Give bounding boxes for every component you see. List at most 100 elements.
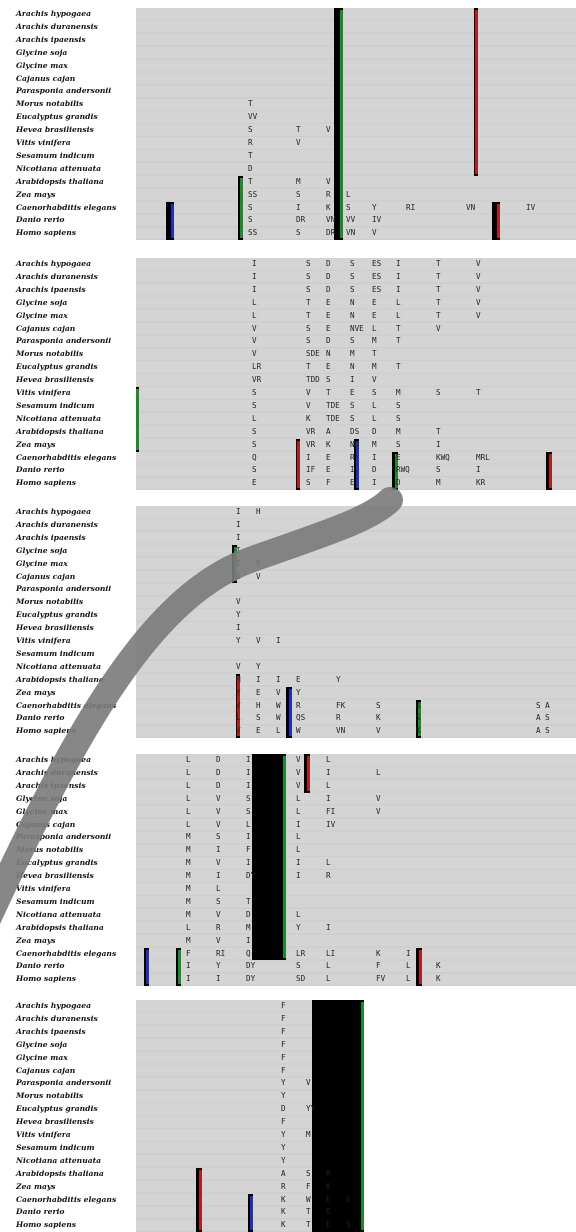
- residue-mark: V: [216, 935, 221, 945]
- residue-mark: L: [396, 297, 401, 307]
- residue-mark: L: [372, 400, 377, 410]
- species-label: Arachis ipaensis: [16, 284, 86, 294]
- residue-mark: I: [372, 452, 377, 462]
- residue-mark: L: [236, 713, 241, 723]
- residue-tint: [136, 389, 139, 450]
- residue-mark: A S: [536, 726, 550, 736]
- species-label: Danio rerio: [16, 1207, 65, 1217]
- residue-mark: T: [436, 284, 441, 294]
- residue-mark: L: [216, 884, 221, 893]
- residue-mark: I: [216, 974, 221, 984]
- residue-mark: V: [296, 755, 301, 764]
- residue-mark: S: [296, 961, 301, 971]
- residue-mark: I: [326, 767, 331, 777]
- residue-mark: DY: [246, 974, 256, 984]
- residue-mark: V: [216, 858, 221, 868]
- residue-mark: V: [376, 726, 381, 736]
- residue-mark: Y: [336, 674, 341, 684]
- species-label: Arabidopsis thaliana: [16, 674, 104, 684]
- residue-mark: FV: [376, 974, 386, 984]
- residue-mark: S: [350, 259, 355, 268]
- conserved-column-band: [166, 201, 174, 241]
- residue-mark: S: [256, 558, 261, 568]
- residue-mark: E: [326, 297, 331, 307]
- residue-mark: T: [306, 1207, 311, 1217]
- residue-mark: E: [326, 362, 331, 372]
- residue-mark: S: [248, 202, 253, 212]
- species-label: Glycine soja: [16, 1039, 68, 1049]
- residue-mark: W: [306, 1194, 311, 1204]
- residue-mark: R: [336, 713, 341, 723]
- residue-tint: [178, 949, 181, 985]
- residue-mark: Q: [246, 948, 251, 958]
- residue-mark: V: [216, 806, 221, 816]
- conserved-column-band: [334, 8, 343, 241]
- residue-mark: S: [306, 478, 311, 488]
- species-label: Morus notabilis: [16, 99, 84, 109]
- species-label: Cajanus cajan: [16, 1065, 76, 1075]
- residue-mark: L: [406, 974, 411, 984]
- residue-mark: I: [216, 845, 221, 855]
- residue-mark: D: [326, 284, 331, 294]
- residue-mark: R: [326, 189, 331, 199]
- residue-mark: K: [281, 1194, 286, 1204]
- residue-mark: F: [281, 1052, 286, 1062]
- residue-mark: D: [326, 259, 331, 268]
- residue-mark: ES: [372, 259, 382, 268]
- residue-mark: D: [281, 1104, 286, 1114]
- residue-mark: L: [372, 323, 377, 333]
- residue-mark: T: [436, 259, 441, 268]
- species-label: Arachis duranensis: [16, 1013, 98, 1023]
- residue-mark: ND: [350, 439, 360, 449]
- residue-mark: I: [236, 545, 241, 555]
- residue-mark: R: [350, 452, 355, 462]
- residue-mark: I: [246, 755, 251, 764]
- residue-mark: V: [252, 349, 257, 359]
- residue-mark: Q: [252, 452, 257, 462]
- residue-mark: I: [252, 259, 257, 268]
- species-label: Zea mays: [16, 1181, 56, 1191]
- residue-mark: S: [248, 125, 253, 135]
- residue-mark: S: [248, 215, 253, 225]
- species-label: Hevea brasiliensis: [16, 623, 94, 633]
- residue-mark: R: [296, 700, 301, 710]
- alignment-block-3: [136, 506, 576, 739]
- residue-mark: MRL: [476, 452, 490, 462]
- species-label: Homo sapiens: [16, 1220, 77, 1230]
- residue-mark: D: [372, 426, 377, 436]
- residue-mark: F: [281, 1065, 286, 1075]
- residue-mark: KR: [476, 478, 486, 488]
- species-label: Hevea brasiliensis: [16, 125, 94, 135]
- residue-mark: L: [186, 793, 191, 803]
- species-label: Nicotiana attenuata: [16, 163, 102, 173]
- species-label: Vitis vinifera: [16, 636, 71, 645]
- species-label: Cajanus cajan: [16, 571, 76, 581]
- residue-mark: L: [252, 413, 257, 423]
- residue-mark: VN: [326, 215, 336, 225]
- species-label: Arachis duranensis: [16, 21, 98, 31]
- species-label: Hevea brasiliensis: [16, 1117, 94, 1127]
- residue-mark: V: [306, 400, 311, 410]
- residue-mark: D: [216, 767, 221, 777]
- residue-mark: K: [436, 974, 441, 984]
- residue-mark: V: [372, 375, 377, 385]
- residue-mark: F: [281, 1117, 286, 1127]
- residue-mark: I: [436, 439, 441, 449]
- species-label: Danio rerio: [16, 961, 65, 971]
- species-label: Arachis hypogaea: [16, 1001, 92, 1010]
- residue-tint: [549, 453, 552, 489]
- residue-mark: M: [236, 674, 241, 684]
- residue-mark: A: [281, 1168, 286, 1178]
- species-label: Eucalyptus grandis: [16, 1104, 98, 1114]
- species-label: Morus notabilis: [16, 1091, 84, 1101]
- residue-mark: V: [236, 661, 241, 671]
- species-label: Cajanus cajan: [16, 819, 76, 829]
- species-label: Parasponia andersonii: [16, 336, 112, 346]
- residue-mark: H: [256, 507, 261, 516]
- residue-tint: [250, 1195, 253, 1231]
- residue-mark: LI: [326, 948, 336, 958]
- residue-mark: L: [346, 189, 351, 199]
- residue-mark: TDE: [326, 413, 340, 423]
- residue-mark: L: [186, 780, 191, 790]
- residue-mark: R: [216, 922, 221, 932]
